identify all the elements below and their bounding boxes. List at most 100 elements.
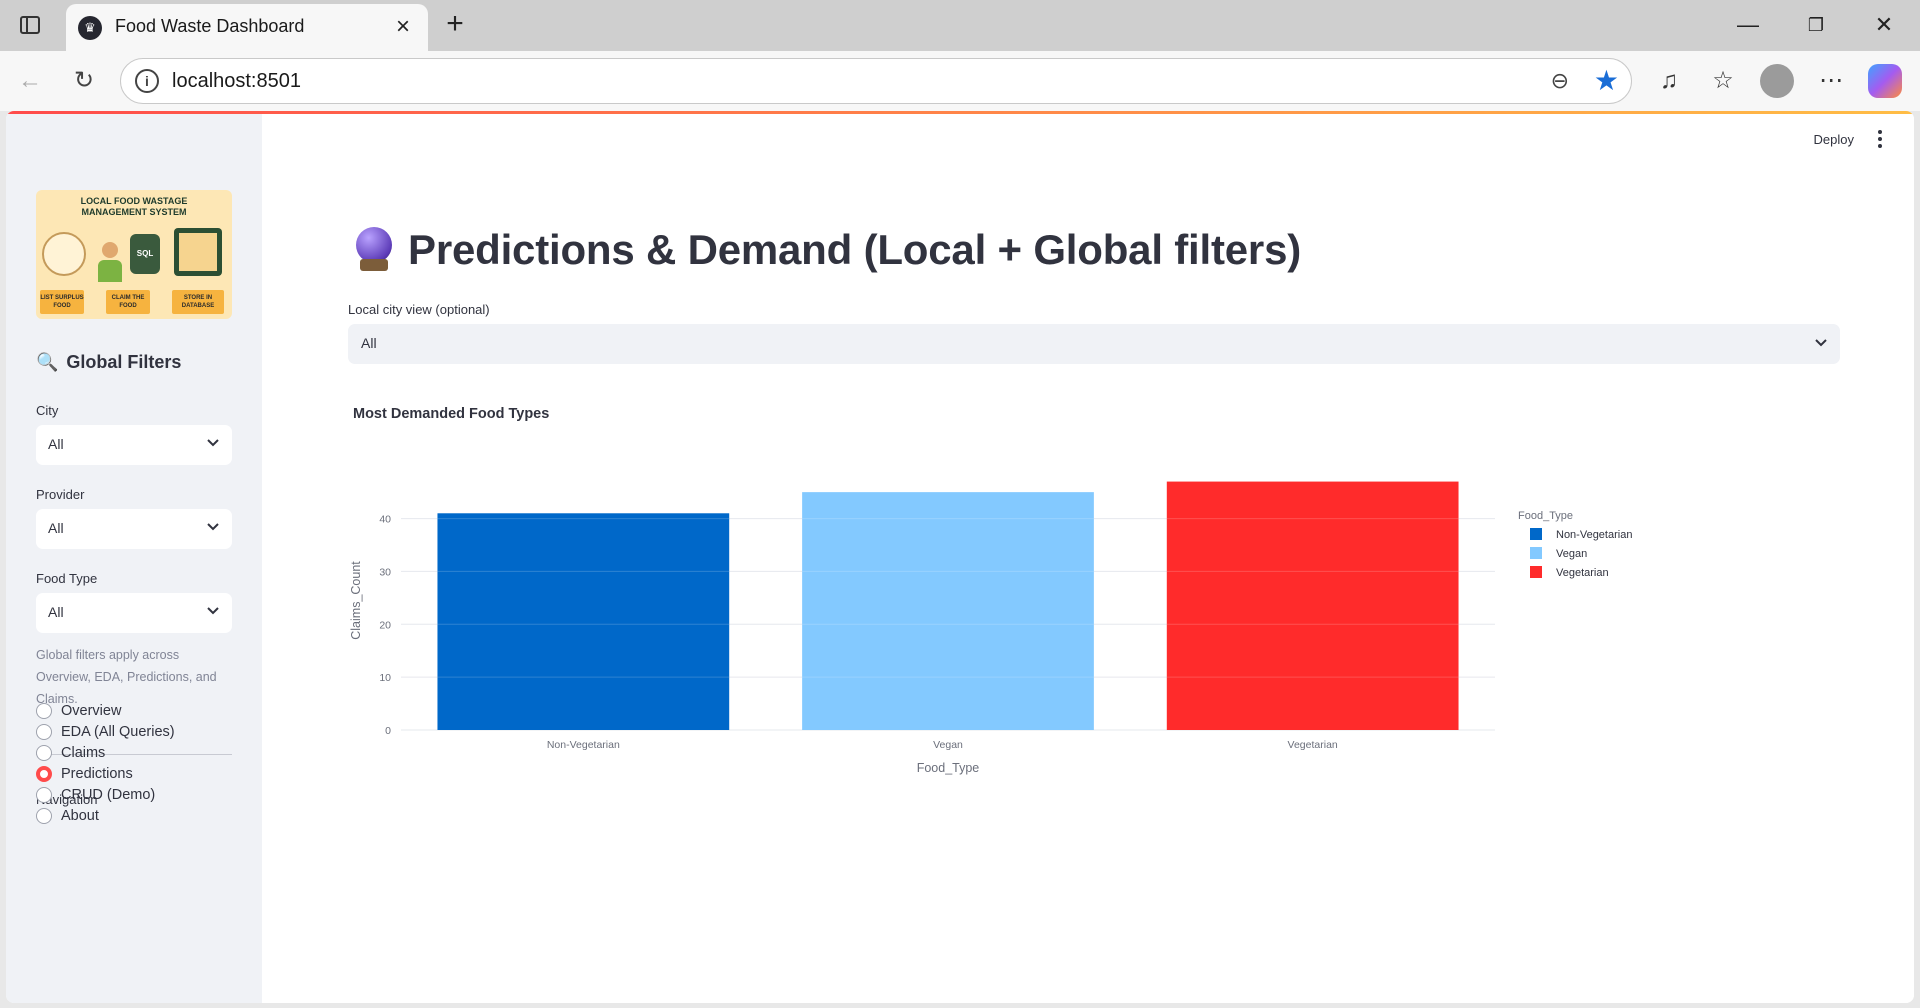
local-city-select[interactable]: All [348,324,1840,364]
provider-select[interactable]: All [36,509,232,549]
url-text: localhost:8501 [172,70,301,92]
radio-unchecked-icon[interactable] [36,724,52,740]
chart-title: Most Demanded Food Types [353,406,550,422]
tab-actions-icon[interactable] [16,12,44,38]
app-logo-image: LOCAL FOOD WASTAGE MANAGEMENT SYSTEM SQL… [36,190,232,319]
food-type-select[interactable]: All [36,593,232,633]
page-title-text: Predictions & Demand (Local + Global fil… [408,226,1302,273]
logo-step: CLAIM THE FOOD [106,290,150,314]
legend-swatch [1530,547,1542,559]
reload-icon[interactable]: ↻ [73,67,95,94]
logo-step: LIST SURPLUS FOOD [40,290,84,314]
nav-item-overview[interactable]: Overview [36,701,121,721]
main-menu-icon[interactable] [1870,128,1890,150]
minimize-icon[interactable]: — [1737,12,1759,37]
tab-title: Food Waste Dashboard [115,16,305,36]
back-icon[interactable]: ← [18,67,42,94]
global-filters-title: Global Filters [66,352,182,372]
filters-caption: Global filters apply across Overview, ED… [36,648,217,706]
nav-item-label: Predictions [61,766,133,782]
x-axis-title: Food_Type [917,761,980,775]
chef-illustration [42,232,86,276]
zoom-icon[interactable]: ⊖ [1550,68,1569,93]
radio-unchecked-icon[interactable] [36,745,52,761]
nav-item-crud-demo[interactable]: CRUD (Demo) [36,785,155,805]
more-icon[interactable]: ⋯ [1819,67,1843,94]
deploy-button[interactable]: Deploy [1813,132,1854,147]
browser-tab-bar: ♛ Food Waste Dashboard × + — ❐ ✕ [0,0,1920,51]
magnifier-icon: 🔍 [36,352,59,372]
nav-item-label: Overview [61,703,122,719]
nav-item-eda-all-queries[interactable]: EDA (All Queries) [36,722,175,742]
browser-tab[interactable]: ♛ Food Waste Dashboard × [66,4,428,51]
food-type-label: Food Type [36,571,98,586]
nav-item-predictions[interactable]: Predictions [36,764,133,784]
address-bar[interactable]: i localhost:8501 ⊖ ★ [120,58,1632,104]
window-close-icon[interactable]: ✕ [1874,12,1894,37]
main-content: Deploy Predictions & Demand (Local + Glo… [262,114,1914,1003]
nav-item-label: EDA (All Queries) [61,724,175,740]
sidebar-divider [36,754,232,755]
browser-toolbar: ← ↻ i localhost:8501 ⊖ ★ [0,51,1920,111]
nav-item-label: Claims [61,745,106,761]
y-tick-label: 20 [379,619,391,631]
radio-unchecked-icon[interactable] [36,787,52,803]
y-tick-label: 40 [379,514,391,526]
header-decoration [6,111,1914,114]
provider-select-value: All [48,520,64,536]
y-axis-title: Claims_Count [349,561,363,640]
food-type-select-value: All [48,604,64,620]
local-city-label: Local city view (optional) [348,302,490,317]
tab-close-icon[interactable]: × [395,13,410,40]
city-label: City [36,403,59,418]
media-icon[interactable]: ♫ [1660,67,1678,94]
local-city-select-value: All [361,335,377,351]
global-filters-heading: 🔍 Global Filters [36,352,181,373]
bar-vegetarian [1166,481,1459,730]
nav-item-label: CRUD (Demo) [61,787,156,803]
person-illustration [98,242,122,282]
y-tick-label: 0 [385,725,391,737]
crystal-ball-icon [354,227,394,273]
legend-label: Vegetarian [1556,567,1609,579]
radio-checked-icon[interactable] [36,766,52,782]
x-tick-label: Non-Vegetarian [547,739,620,751]
laptop-illustration [174,228,222,276]
nav-item-about[interactable]: About [36,806,99,826]
page-title: Predictions & Demand (Local + Global fil… [354,226,1301,274]
favorites-icon[interactable]: ☆ [1712,67,1734,94]
x-tick-label: Vegan [933,739,963,751]
database-illustration: SQL [130,234,160,274]
legend-swatch [1530,566,1542,578]
crown-icon: ♛ [78,16,102,40]
legend-title: Food_Type [1518,510,1573,522]
chevron-down-icon [1815,339,1827,347]
legend-label: Non-Vegetarian [1556,529,1632,541]
bar-non-vegetarian [437,513,730,730]
radio-unchecked-icon[interactable] [36,703,52,719]
y-tick-label: 30 [379,566,391,578]
site-info-icon[interactable]: i [135,69,159,93]
bar-chart: 0 10 20 30 40 Non-Vegetarian Vegan Vegetarian Fo… [349,481,1632,775]
nav-item-claims[interactable]: Claims [36,743,105,763]
app-window: LOCAL FOOD WASTAGE MANAGEMENT SYSTEM SQL… [6,111,1914,1003]
logo-title: LOCAL FOOD WASTAGE MANAGEMENT SYSTEM [80,196,188,217]
profile-avatar[interactable] [1760,64,1794,98]
sidebar: LOCAL FOOD WASTAGE MANAGEMENT SYSTEM SQL… [6,114,262,1003]
chevron-down-icon [207,607,219,615]
restore-icon[interactable]: ❐ [1807,15,1825,35]
nav-item-label: About [61,808,99,824]
y-tick-label: 10 [379,672,391,684]
legend-swatch [1530,528,1542,540]
copilot-icon[interactable] [1868,64,1902,98]
city-select-value: All [48,436,64,452]
chart-container: Most Demanded Food Types 0 10 20 30 40 Non-Ve… [348,394,1908,814]
city-select[interactable]: All [36,425,232,465]
provider-label: Provider [36,487,85,502]
radio-unchecked-icon[interactable] [36,808,52,824]
bar-vegan [802,492,1094,730]
favorite-star-icon[interactable]: ★ [1593,65,1619,96]
chevron-down-icon [207,439,219,447]
x-tick-label: Vegetarian [1288,739,1338,751]
new-tab-icon[interactable]: + [446,7,464,40]
